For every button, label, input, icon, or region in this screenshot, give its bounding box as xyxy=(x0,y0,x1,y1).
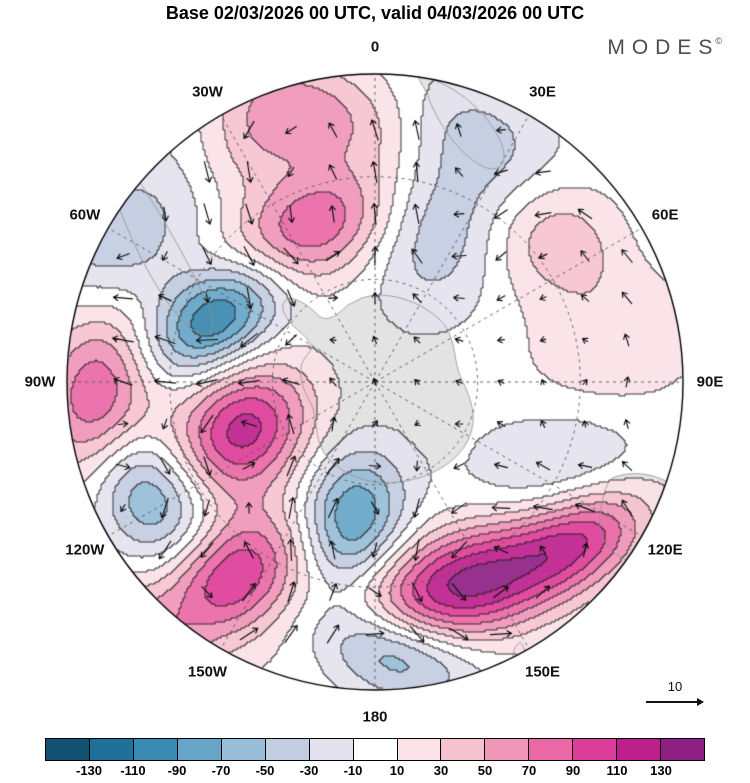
longitude-label-30e: 30E xyxy=(529,83,556,101)
colorbar-tick-label: -110 xyxy=(120,763,146,778)
colorbar-tick-label: 110 xyxy=(606,763,628,778)
colorbar-segment xyxy=(177,739,222,760)
colorbar xyxy=(45,738,705,761)
colorbar-segment xyxy=(89,739,134,760)
longitude-label-120e: 120E xyxy=(647,541,683,558)
colorbar-tick-label: 10 xyxy=(389,763,405,778)
longitude-label-90w: 90W xyxy=(24,373,56,391)
colorbar-segment xyxy=(309,739,354,760)
vector-reference: 10 xyxy=(646,679,704,705)
colorbar-tick-label: 130 xyxy=(650,763,672,778)
colorbar-segment xyxy=(353,739,398,760)
colorbar-tick-label: -90 xyxy=(167,763,187,778)
colorbar-segment xyxy=(573,739,618,760)
longitude-label-120w: 120W xyxy=(65,541,105,558)
vector-reference-label: 10 xyxy=(667,679,683,694)
colorbar-tick-label: -130 xyxy=(75,763,103,778)
polar-stereographic-map xyxy=(0,0,750,712)
longitude-label-150e: 150E xyxy=(524,663,561,681)
vector-reference-arrow-icon xyxy=(646,698,704,705)
colorbar-segment xyxy=(221,739,266,760)
colorbar-segment xyxy=(397,739,442,760)
longitude-label-150w: 150W xyxy=(187,663,228,681)
colorbar-segment xyxy=(529,739,574,760)
longitude-label-180: 180 xyxy=(362,708,388,726)
colorbar-segment xyxy=(441,739,486,760)
longitude-label-30w: 30W xyxy=(192,83,223,101)
colorbar-segment xyxy=(661,739,705,760)
colorbar-tick-label: 90 xyxy=(565,763,581,778)
longitude-label-60e: 60E xyxy=(651,206,679,223)
colorbar-tick-label: -70 xyxy=(211,763,231,778)
longitude-label-0: 0 xyxy=(370,38,380,56)
colorbar-tick-label: 70 xyxy=(521,763,537,778)
colorbar-segment xyxy=(46,739,90,760)
colorbar-tick-label: 30 xyxy=(433,763,449,778)
colorbar-segment xyxy=(133,739,178,760)
colorbar-tick-label: -50 xyxy=(255,763,275,778)
longitude-label-60w: 60W xyxy=(69,206,101,223)
colorbar-tick-labels: -130 -110 -90 -70 -50 -30 -10 10 30 50 70 90 110 130 xyxy=(45,763,705,781)
colorbar-segment xyxy=(485,739,530,760)
colorbar-segment xyxy=(265,739,310,760)
colorbar-tick-label: -10 xyxy=(343,763,363,778)
longitude-label-90e: 90E xyxy=(696,373,724,391)
colorbar-tick-label: 50 xyxy=(477,763,493,778)
colorbar-tick-label: -30 xyxy=(299,763,319,778)
colorbar-segment xyxy=(617,739,662,760)
